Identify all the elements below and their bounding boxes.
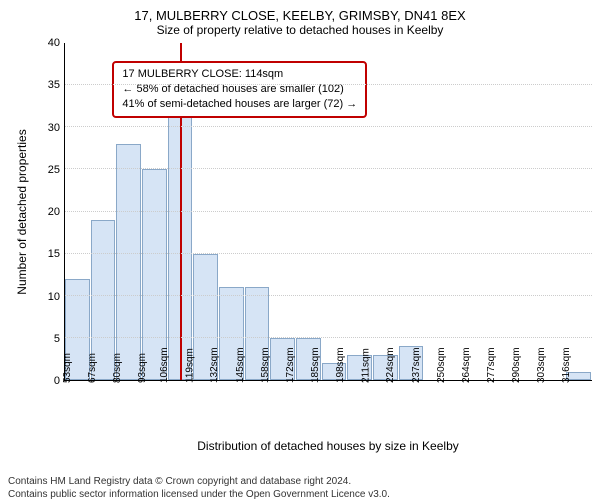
x-tick: 290sqm bbox=[517, 381, 542, 409]
x-tick-label: 277sqm bbox=[486, 347, 497, 383]
grid-line bbox=[65, 337, 592, 338]
x-tick: 250sqm bbox=[441, 381, 466, 409]
x-tick: 67sqm bbox=[89, 381, 114, 409]
x-tick-label: 67sqm bbox=[87, 353, 98, 383]
y-axis-ticks: 0510152025303540 bbox=[36, 43, 64, 381]
info-box: 17 MULBERRY CLOSE: 114sqm ← 58% of detac… bbox=[112, 61, 367, 118]
y-tick-label: 20 bbox=[48, 206, 60, 218]
x-tick: 119sqm bbox=[190, 381, 215, 409]
x-tick-label: 185sqm bbox=[310, 347, 321, 383]
x-tick-label: 172sqm bbox=[285, 347, 296, 383]
y-tick-label: 0 bbox=[54, 375, 60, 387]
grid-line bbox=[65, 295, 592, 296]
info-line-1: 17 MULBERRY CLOSE: 114sqm bbox=[122, 67, 357, 82]
x-axis-label: Distribution of detached houses by size … bbox=[64, 409, 592, 439]
plot-area: 17 MULBERRY CLOSE: 114sqm ← 58% of detac… bbox=[64, 43, 592, 381]
x-tick: 172sqm bbox=[290, 381, 315, 409]
x-tick: 316sqm bbox=[567, 381, 592, 409]
x-tick-label: 211sqm bbox=[361, 348, 372, 383]
histogram-chart: Number of detached properties 0 5 10 15 20 25… bbox=[8, 43, 592, 433]
x-tick: 211sqm bbox=[366, 381, 391, 409]
x-tick: 277sqm bbox=[491, 381, 516, 409]
x-tick: 145sqm bbox=[240, 381, 265, 409]
x-tick: 303sqm bbox=[542, 381, 567, 409]
x-tick: 93sqm bbox=[139, 381, 164, 409]
x-tick-label: 53sqm bbox=[62, 353, 73, 383]
x-tick: 237sqm bbox=[416, 381, 441, 409]
grid-line bbox=[65, 253, 592, 254]
x-tick: 185sqm bbox=[315, 381, 340, 409]
grid-line bbox=[65, 168, 592, 169]
x-tick-label: 80sqm bbox=[112, 353, 123, 383]
x-axis-ticks: 53sqm67sqm80sqm93sqm106sqm119sqm132sqm14… bbox=[64, 381, 592, 409]
page-subtitle: Size of property relative to detached ho… bbox=[8, 23, 592, 37]
x-tick-label: 250sqm bbox=[436, 347, 447, 383]
footer-line-1: Contains HM Land Registry data © Crown c… bbox=[8, 475, 592, 488]
y-tick-label: 25 bbox=[48, 164, 60, 176]
x-tick-label: 158sqm bbox=[260, 347, 271, 383]
x-tick: 198sqm bbox=[341, 381, 366, 409]
x-tick-label: 132sqm bbox=[210, 347, 221, 383]
grid-line bbox=[65, 84, 592, 85]
attribution-footer: Contains HM Land Registry data © Crown c… bbox=[8, 475, 592, 501]
x-tick: 80sqm bbox=[114, 381, 139, 409]
x-tick-label: 290sqm bbox=[511, 347, 522, 383]
x-tick-label: 145sqm bbox=[235, 347, 246, 383]
x-tick: 224sqm bbox=[391, 381, 416, 409]
footer-line-2: Contains public sector information licen… bbox=[8, 488, 592, 501]
x-tick: 106sqm bbox=[165, 381, 190, 409]
x-tick-label: 224sqm bbox=[386, 347, 397, 383]
x-tick: 53sqm bbox=[64, 381, 89, 409]
x-tick-label: 93sqm bbox=[137, 353, 148, 383]
y-tick-label: 30 bbox=[48, 122, 60, 134]
x-tick: 264sqm bbox=[466, 381, 491, 409]
x-tick-label: 106sqm bbox=[159, 347, 170, 383]
bar bbox=[116, 144, 141, 380]
page-title: 17, MULBERRY CLOSE, KEELBY, GRIMSBY, DN4… bbox=[8, 8, 592, 23]
x-tick-label: 119sqm bbox=[185, 348, 196, 383]
y-tick-label: 40 bbox=[48, 37, 60, 49]
x-tick-label: 198sqm bbox=[335, 347, 346, 383]
y-tick-label: 10 bbox=[48, 291, 60, 303]
grid-line bbox=[65, 211, 592, 212]
x-tick-label: 316sqm bbox=[562, 347, 573, 383]
info-line-3: 41% of semi-detached houses are larger (… bbox=[122, 97, 357, 112]
x-tick-label: 237sqm bbox=[411, 347, 422, 383]
x-tick: 158sqm bbox=[265, 381, 290, 409]
y-axis-label: Number of detached properties bbox=[15, 129, 29, 294]
x-tick: 132sqm bbox=[215, 381, 240, 409]
grid-line bbox=[65, 126, 592, 127]
x-tick-label: 264sqm bbox=[461, 347, 472, 383]
x-tick-label: 303sqm bbox=[536, 347, 547, 383]
y-tick-label: 5 bbox=[54, 333, 60, 345]
y-tick-label: 35 bbox=[48, 79, 60, 91]
y-tick-label: 15 bbox=[48, 248, 60, 260]
